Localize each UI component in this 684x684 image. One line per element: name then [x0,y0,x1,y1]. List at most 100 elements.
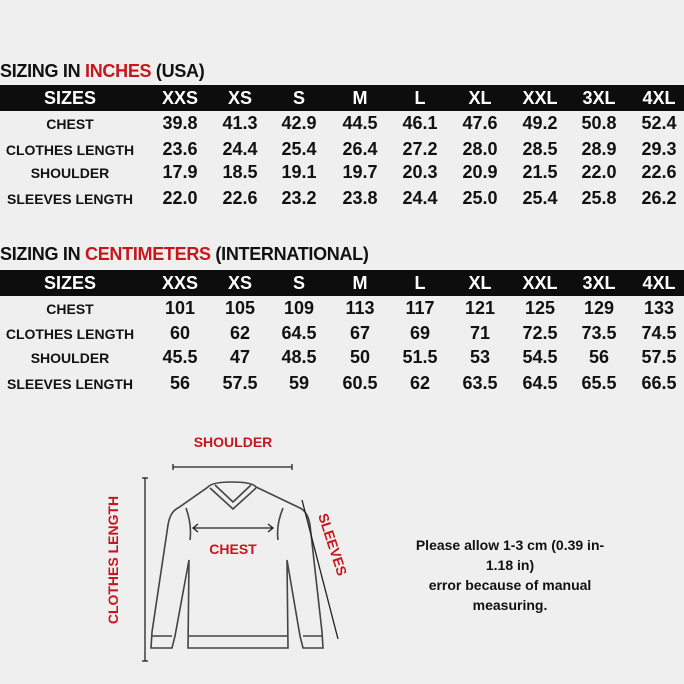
cell-value: 26.4 [342,139,378,159]
header-cell: XXS [161,88,199,108]
shoulder-label: SHOULDER [194,434,273,450]
cell-value: 17.9 [162,162,198,182]
header-cell: M [352,88,368,108]
chest-label: CHEST [209,541,257,557]
header-cell: XS [227,88,253,108]
cell-value: 59 [288,373,310,393]
cell-value: 47 [229,347,251,367]
header-cell: L [414,273,426,293]
cell-value: 56 [169,373,191,393]
row-label: CLOTHES LENGTH [5,142,135,158]
cell-value: 65.5 [581,373,617,393]
cell-value: 22.0 [162,188,198,208]
cell-value: 24.4 [402,188,438,208]
cell-value: 129 [583,298,615,318]
header-cell: XXS [161,273,199,293]
row-label: SHOULDER [30,350,110,366]
inches-header-row: SIZES XXS XS S M L XL XXL 3XL 4XL [0,85,684,111]
clothes-length-label: CLOTHES LENGTH [105,496,121,624]
row-label: CHEST [46,116,94,132]
cell-value: 64.5 [281,323,317,343]
header-cell: L [414,88,426,108]
header-cell: S [292,273,306,293]
cell-value: 54.5 [522,347,558,367]
cell-value: 50 [349,347,371,367]
cell-value: 113 [345,298,375,318]
cell-value: 109 [283,298,315,318]
cell-value: 69 [409,323,431,343]
cell-value: 71 [469,323,491,343]
cell-value: 62 [409,373,431,393]
cell-value: 22.6 [641,162,677,182]
cell-value: 56 [588,347,610,367]
cell-value: 101 [164,298,196,318]
cell-value: 60 [169,323,191,343]
cell-value: 27.2 [402,139,438,159]
cell-value: 23.8 [342,188,378,208]
cell-value: 18.5 [222,162,258,182]
cm-title: SIZING IN CENTIMETERS (INTERNATIONAL) [0,244,369,264]
cell-value: 44.5 [342,113,378,133]
header-cell: SIZES [43,88,97,108]
cell-value: 28.5 [522,139,558,159]
cell-value: 48.5 [281,347,317,367]
cell-value: 19.1 [281,162,317,182]
cell-value: 125 [524,298,556,318]
cell-value: 51.5 [402,347,438,367]
cell-value: 28.0 [462,139,498,159]
header-cell: SIZES [43,273,97,293]
header-cell: XXL [522,88,558,108]
cell-value: 74.5 [641,323,677,343]
cell-value: 60.5 [342,373,378,393]
cell-value: 41.3 [222,113,258,133]
cell-value: 121 [464,298,496,318]
cell-value: 25.4 [522,188,558,208]
header-cell: 3XL [582,273,616,293]
header-cell: M [352,273,368,293]
cell-value: 24.4 [222,139,258,159]
inches-title: SIZING IN INCHES (USA) [0,61,205,81]
header-cell: XL [468,273,492,293]
cell-value: 63.5 [462,373,498,393]
cell-value: 23.6 [162,139,198,159]
measure-lines [142,464,339,662]
cell-value: 42.9 [281,113,317,133]
row-label: CHEST [46,301,94,317]
cell-value: 47.6 [462,113,498,133]
cell-value: 67 [349,323,371,343]
cell-value: 73.5 [581,323,617,343]
row-label: SHOULDER [30,165,110,181]
cell-value: 25.0 [462,188,498,208]
sweater-outline [150,481,324,649]
cell-value: 57.5 [222,373,258,393]
header-cell: XXL [522,273,558,293]
header-cell: 4XL [642,88,676,108]
cm-header-row: SIZES XXS XS S M L XL XXL 3XL 4XL [0,270,684,296]
measurement-note: Please allow 1-3 cm (0.39 in- 1.18 in) err… [415,537,605,613]
cell-value: 21.5 [522,162,558,182]
cell-value: 50.8 [581,113,617,133]
cell-value: 29.3 [641,139,677,159]
cell-value: 66.5 [641,373,677,393]
row-label: CLOTHES LENGTH [5,326,135,342]
cell-value: 25.4 [281,139,317,159]
cell-value: 62 [229,323,251,343]
cell-value: 22.6 [222,188,258,208]
cell-value: 46.1 [402,113,438,133]
cell-value: 105 [224,298,256,318]
cell-value: 133 [643,298,675,318]
cell-value: 20.9 [462,162,498,182]
cell-value: 20.3 [402,162,438,182]
header-cell: XS [227,273,253,293]
header-cell: 3XL [582,88,616,108]
cell-value: 19.7 [342,162,378,182]
header-cell: 4XL [642,273,676,293]
row-label: SLEEVES LENGTH [6,376,134,392]
row-label: SLEEVES LENGTH [6,191,134,207]
cell-value: 22.0 [581,162,617,182]
cell-value: 25.8 [581,188,617,208]
cell-value: 53 [469,347,491,367]
sleeves-label: SLEEVES [315,511,350,577]
cell-value: 28.9 [581,139,617,159]
